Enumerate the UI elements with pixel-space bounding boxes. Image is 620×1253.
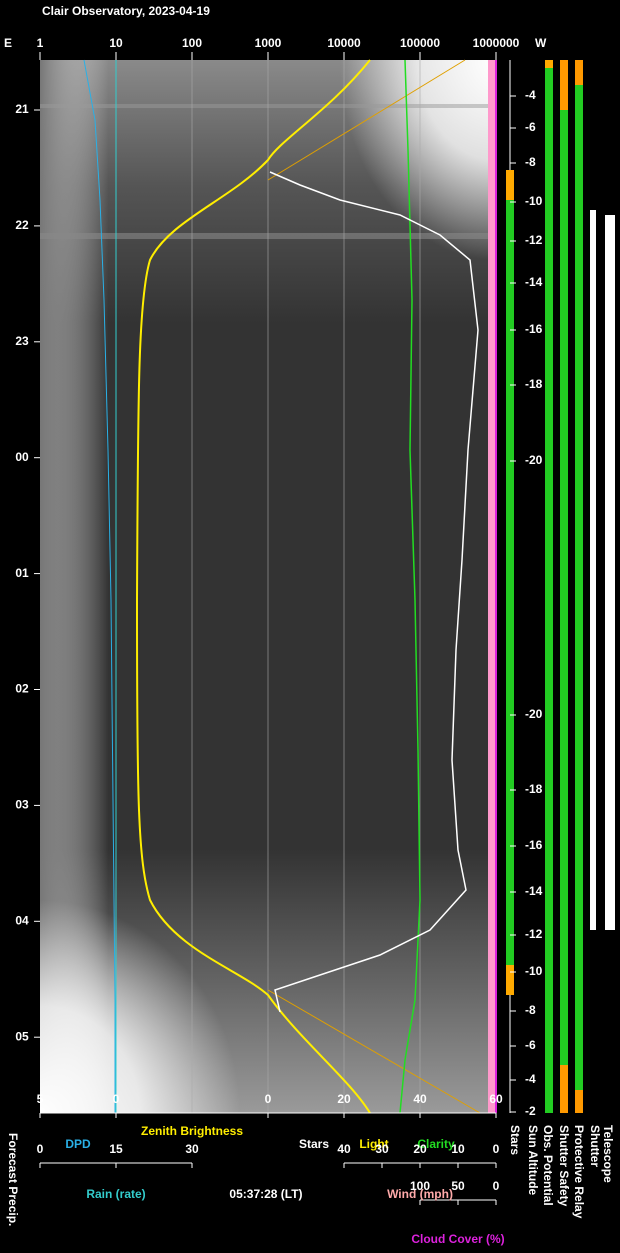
east-label: E [4,36,12,50]
time-tick-label: 02 [15,682,29,696]
zenith-brightness-curve [135,59,371,1114]
sun-tick-label: -2 [525,1104,536,1118]
rain-label: Rain (rate) [86,1187,145,1201]
sun-tick-label: -10 [525,964,543,978]
stars-tick-label: 60 [489,1092,503,1106]
sun-tick-label: -20 [525,707,543,721]
top-tick-label: 10 [109,36,123,50]
rain-tick-label: 30 [185,1142,199,1156]
top-tick-label: 1000000 [473,36,520,50]
sun-tick-label: -16 [525,838,543,852]
grid [191,60,421,1113]
clarity-curve [399,59,421,1114]
sun-tick-label: -12 [525,233,543,247]
side-label: Stars [508,1125,522,1155]
side-label: Shutter [588,1125,602,1167]
wind-tick-label: 10 [451,1142,465,1156]
sun-tick-label: -18 [525,782,543,796]
wind-tick-label: 30 [375,1142,389,1156]
top-tick-label: 100 [182,36,202,50]
rain-tick-label: 0 [37,1142,44,1156]
top-tick-label: 1000 [255,36,282,50]
cloud-tick-label: 50 [451,1179,465,1193]
time-tick-label: 00 [15,450,29,464]
time-tick-label: 01 [15,566,29,580]
side-label: Forecast Precip. [6,1133,20,1226]
cloud-tick-label: 100 [410,1179,430,1193]
dpd-tick-label: 0 [113,1092,120,1106]
sun-tick-label: -8 [525,1003,536,1017]
sun-tick-label: -4 [525,88,536,102]
time-tick-label: 03 [15,798,29,812]
side-label: Telescope [601,1125,615,1183]
light-curve [267,59,481,1114]
top-tick-label: 10000 [327,36,361,50]
sun-tick-label: -10 [525,194,543,208]
sun-tick-label: -18 [525,377,543,391]
side-label: Obs. Potential [541,1125,555,1206]
stars-curve [269,171,479,1013]
stars-tick-label: 0 [265,1092,272,1106]
time-tick-label: 23 [15,334,29,348]
stars-label: Stars [299,1137,329,1151]
cloud-tick-label: 0 [493,1179,500,1193]
dpd-label: DPD [65,1137,91,1151]
sun-tick-label: -6 [525,120,536,134]
status-bars [506,60,615,1113]
sun-tick-label: -14 [525,275,543,289]
sun-tick-label: -4 [525,1072,536,1086]
side-label: Sun Altitude [526,1125,540,1196]
time-tick-label: 04 [15,913,29,927]
top-tick-label: 1 [37,36,44,50]
stars-tick-label: 40 [413,1092,427,1106]
light-label: Light [359,1137,388,1151]
sun-tick-label: -14 [525,884,543,898]
wind-tick-label: 0 [493,1142,500,1156]
stars-tick-label: 20 [337,1092,351,1106]
top-tick-label: 100000 [400,36,440,50]
time-tick-label: 22 [15,218,29,232]
dpd-curve [83,59,116,1113]
sun-tick-label: -8 [525,155,536,169]
sun-tick-label: -6 [525,1038,536,1052]
wind-tick-label: 20 [413,1142,427,1156]
wind-tick-label: 40 [337,1142,351,1156]
side-label: Shutter Safety [557,1125,571,1207]
rain-tick-label: 15 [109,1142,123,1156]
brightness-label: Zenith Brightness [141,1124,243,1138]
wind-label: Wind (mph) [387,1187,453,1201]
time-tick-label: 05 [15,1029,29,1043]
cloud-strip [488,60,496,1113]
west-label: W [535,36,547,50]
clarity-label: Clarity [417,1137,455,1151]
sun-tick-label: -20 [525,453,543,467]
time-tick-label: 21 [15,102,29,116]
time-label: 05:37:28 (LT) [229,1187,302,1201]
sun-tick-label: -12 [525,927,543,941]
side-label: Protective Relay [572,1125,586,1219]
sun-tick-label: -16 [525,322,543,336]
dpd-tick-label: 5 [37,1092,44,1106]
cloud-label: Cloud Cover (%) [411,1232,504,1246]
title: Clair Observatory, 2023-04-19 [42,4,210,18]
